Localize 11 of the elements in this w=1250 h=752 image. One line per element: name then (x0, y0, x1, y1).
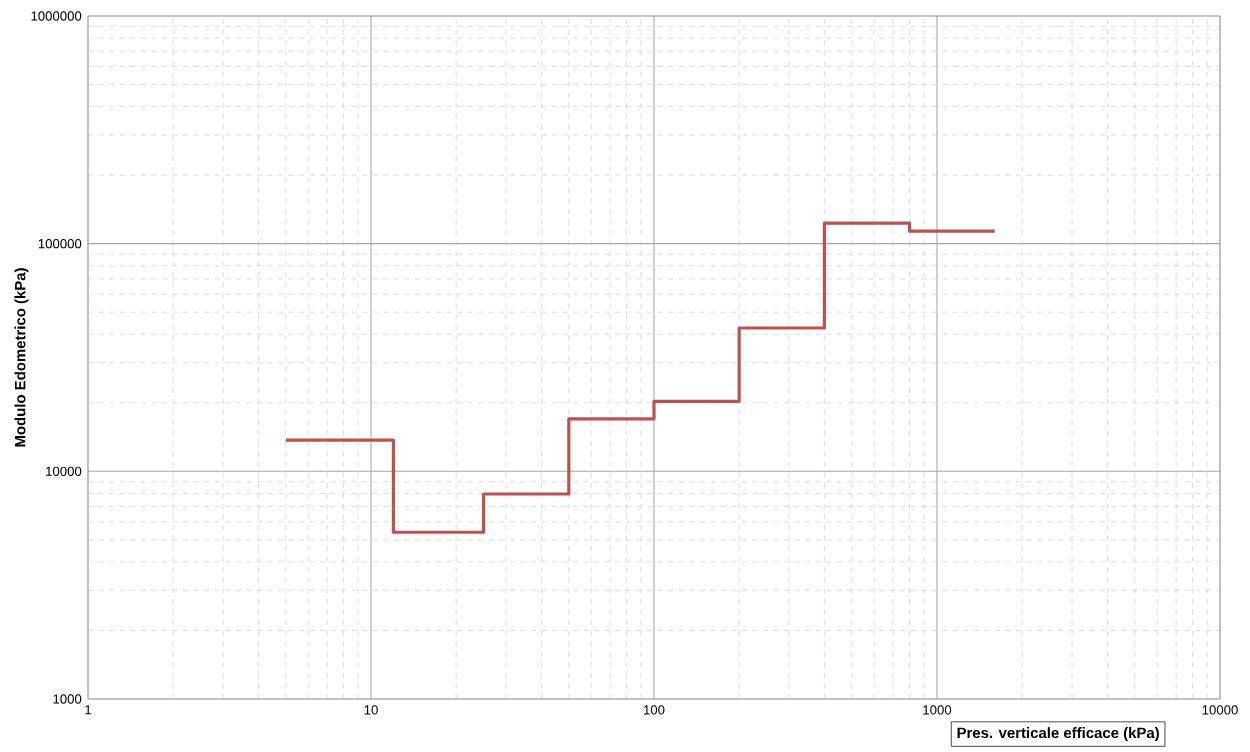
x-tick-label: 10000 (1202, 705, 1238, 715)
y-axis-title: Modulo Edometrico (kPa) (14, 268, 29, 447)
y-tick-label: 100000 (38, 238, 82, 249)
x-axis-title: Pres. verticale efficace (kPa) (957, 727, 1159, 742)
x-tick-label: 100 (644, 705, 665, 715)
x-tick-label: 1000 (923, 705, 952, 715)
y-tick-label: 1000000 (31, 11, 82, 21)
x-tick-label: 1 (85, 705, 92, 715)
x-tick-label: 10 (364, 705, 378, 715)
y-tick-label: 10000 (46, 466, 82, 476)
y-tick-label: 1000 (53, 694, 82, 704)
